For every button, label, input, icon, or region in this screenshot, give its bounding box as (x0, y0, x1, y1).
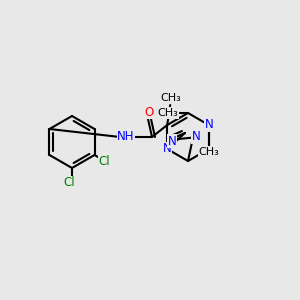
Text: O: O (144, 106, 154, 118)
Text: Cl: Cl (99, 155, 110, 168)
Text: CH₃: CH₃ (158, 108, 178, 118)
Text: CH₃: CH₃ (198, 147, 219, 157)
Text: N: N (168, 134, 176, 148)
Text: N: N (163, 142, 172, 155)
Text: Cl: Cl (63, 176, 75, 190)
Text: CH₃: CH₃ (161, 93, 182, 103)
Text: N: N (204, 118, 213, 131)
Text: N: N (192, 130, 200, 143)
Text: NH: NH (117, 130, 135, 143)
